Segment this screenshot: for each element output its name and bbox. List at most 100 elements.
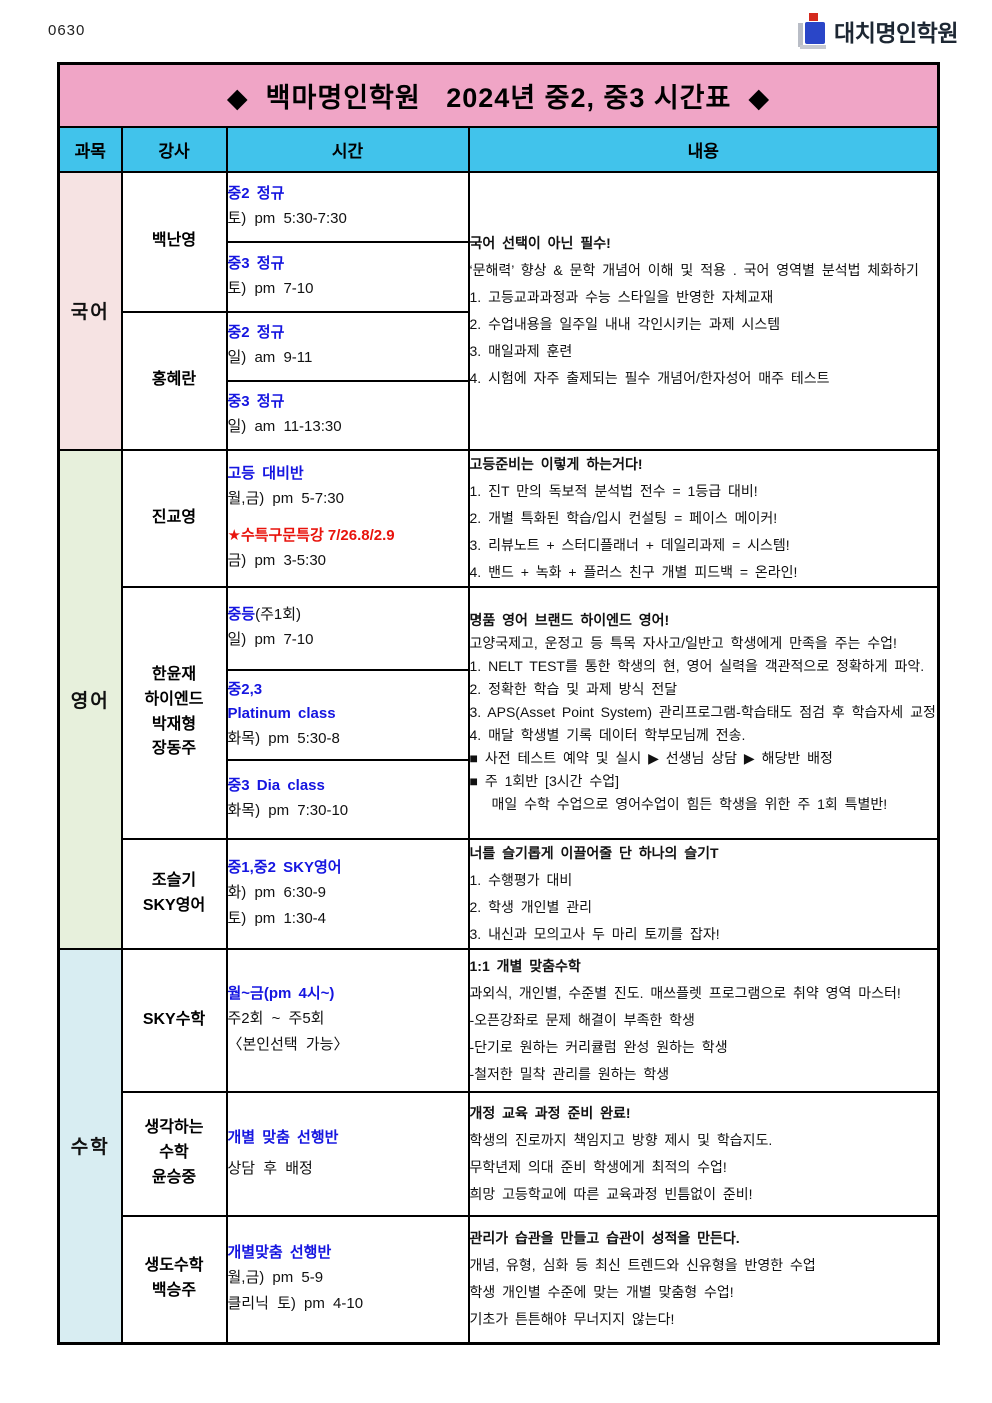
content-line: ■ 주 1회반 [3시간 수업] (469, 773, 620, 789)
col-header-time: 시간 (225, 125, 470, 173)
doc-number: 0630 (48, 22, 86, 39)
content-cell-korean: 국어 선택이 아닌 필수! ‘문해력’ 향상 & 문학 개념어 이해 및 적용 … (467, 170, 940, 451)
content-line: 1. NELT TEST를 통한 학생의 현, 영어 실력을 객관적으로 정확하… (469, 658, 925, 674)
content-line: 4. 밴드 + 녹화 + 플러스 친구 개별 피드백 = 온라인! (469, 563, 798, 580)
time-cell-math-yoon: 개별 맞춤 선행반 상담 후 배정 (225, 1090, 470, 1217)
table-row: 생도수학 백승주 개별맞춤 선행반 월,금) pm 5-9 클리닉 토) pm … (59, 1214, 940, 1345)
content-cell-english-highend: 명품 영어 브랜드 하이엔드 영어! 고양국제고, 운정고 등 특목 자사고/일… (467, 585, 940, 840)
content-headline: 1:1 개별 맞춤수학 (469, 957, 581, 974)
content-line: 1. 고등교과과정과 수능 스타일을 반영한 자체교재 (469, 288, 774, 305)
table-row: 조슬기 SKY영어 중1,중2 SKY영어 화) pm 6:30-9 토) pm… (59, 837, 940, 950)
time-cell-korean-hong-1: 중2 정규 일) am 9-11 (225, 310, 470, 382)
content-line: 희망 고등학교에 따른 교육과정 빈틈없이 준비! (469, 1185, 753, 1202)
table-row: 생각하는 수학 윤승중 개별 맞춤 선행반 상담 후 배정 개정 교육 과정 준… (59, 1090, 940, 1217)
content-line: 학생 개인별 수준에 맞는 개별 맞춤형 수업! (469, 1284, 734, 1301)
class-time: 금) pm 3-5:30 (227, 552, 327, 569)
teacher-cell-jin-gyo-young: 진교영 (120, 448, 228, 588)
content-line: 3. APS(Asset Point System) 관리프로그램-학습태도 점… (469, 704, 936, 720)
class-time: 월,금) pm 5-9 (227, 1269, 324, 1287)
class-time: 화목) pm 5:30-8 (227, 729, 340, 747)
content-headline: 개정 교육 과정 준비 완료! (469, 1104, 631, 1121)
teacher-cell-baek-nan-young: 백난영 (120, 170, 228, 313)
content-line: 2. 정확한 학습 및 과제 방식 전달 (469, 681, 678, 697)
col-header-teacher: 강사 (120, 125, 228, 173)
class-time: 주2회 ~ 주5회 (227, 1010, 325, 1027)
class-time: 월,금) pm 5-7:30 (227, 490, 344, 507)
table-row: 국어 백난영 중2 정규 토) pm 5:30-7:30 국어 선택이 아닌 필… (57, 170, 940, 451)
content-line: ‘문해력’ 향상 & 문학 개념어 이해 및 적용 . 국어 영역별 분석법 체… (469, 261, 919, 278)
content-line: 고양국제고, 운정고 등 특목 자사고/일반고 학생에게 만족을 주는 수업! (469, 635, 897, 651)
content-line: -오픈강좌로 문제 해결이 부족한 학생 (469, 1011, 695, 1028)
content-cell-math-yoon: 개정 교육 과정 준비 완료! 학생의 진로까지 책임지고 방향 제시 및 학습… (467, 1090, 940, 1217)
class-title: 중1,중2 SKY영어 (227, 858, 342, 876)
class-title: 중3 정규 (227, 254, 285, 272)
class-time: 일) am 11-13:30 (227, 418, 342, 435)
teacher-cell-hong-hye-ran: 홍혜란 (120, 310, 228, 451)
content-line: 매일 수학 수업으로 영어수업이 힘든 학생을 위한 주 1회 특별반! (491, 796, 888, 812)
time-cell-english-highend-2: 중2,3 Platinum class 화목) pm 5:30-8 (225, 668, 470, 761)
table-row: 수학 SKY수학 월~금(pm 4시~) 주2회 ~ 주5회 〈본인선택 가능〉… (57, 947, 940, 1345)
class-time: 화목) pm 7:30-10 (227, 802, 349, 819)
table-row: 영어 진교영 고등 대비반 월,금) pm 5-7:30 ★수특구문특강 7/2… (57, 448, 940, 950)
academy-logo-icon (798, 13, 828, 49)
content-headline: 국어 선택이 아닌 필수! (469, 234, 611, 251)
class-time: 화) pm 6:30-9 (227, 883, 327, 901)
content-line: 2. 수업내용을 일주일 내내 각인시키는 과제 시스템 (469, 315, 781, 332)
class-time: 클리닉 토) pm 4-10 (227, 1295, 364, 1313)
table-row: 중3 정규 일) am 11-13:30 (59, 379, 939, 451)
teacher-cell-jo-seul-gi: 조슬기 SKY영어 (120, 837, 228, 950)
teacher-cell-sky-math: SKY수학 (120, 947, 228, 1093)
content-cell-math-sky: 1:1 개별 맞춤수학 과외식, 개인별, 수준별 진도. 매쓰플렛 프로그램으… (467, 947, 940, 1093)
content-line: ■ 사전 테스트 예약 및 실시 ▶ 선생님 상담 ▶ 해당반 배정 (469, 750, 833, 766)
content-headline: 명품 영어 브랜드 하이엔드 영어! (469, 612, 670, 628)
time-cell-english-highend-3: 중3 Dia class 화목) pm 7:30-10 (225, 758, 470, 840)
content-line: 2. 개별 특화된 학습/입시 컨설팅 = 페이스 메이커! (469, 509, 778, 526)
page-title: ◆ 백마명인학원 2024년 중2, 중3 시간표 ◆ (57, 62, 940, 128)
content-line: 3. 내신과 모의고사 두 마리 토끼를 잡자! (469, 925, 720, 942)
class-title: 개별 맞춤 선행반 (227, 1128, 339, 1146)
class-time: 토) pm 5:30-7:30 (227, 209, 347, 227)
content-line: 과외식, 개인별, 수준별 진도. 매쓰플렛 프로그램으로 취약 영역 마스터! (469, 984, 901, 1001)
content-line: 4. 매달 학생별 기록 데이터 학부모님께 전송. (469, 727, 746, 743)
class-title: Platinum class (227, 704, 336, 722)
time-cell-korean-hong-2: 중3 정규 일) am 11-13:30 (225, 379, 470, 451)
content-headline: 관리가 습관을 만들고 습관이 성적을 만든다. (469, 1230, 740, 1247)
class-time: 일) am 9-11 (227, 349, 313, 366)
class-title: 개별맞춤 선행반 (227, 1244, 332, 1262)
table-row: 중3 Dia class 화목) pm 7:30-10 (59, 758, 939, 840)
subject-cell-english: 영어 (57, 448, 123, 950)
content-line: -단기로 원하는 커리큘럼 완성 원하는 학생 (469, 1038, 728, 1055)
class-time: 일) pm 7-10 (227, 631, 314, 648)
content-headline: 고등준비는 이렇게 하는거다! (469, 455, 643, 472)
time-cell-english-jo: 중1,중2 SKY영어 화) pm 6:30-9 토) pm 1:30-4 (225, 837, 470, 950)
class-title: 중등 (227, 606, 256, 623)
time-cell-math-baekseung: 개별맞춤 선행반 월,금) pm 5-9 클리닉 토) pm 4-10 (225, 1214, 470, 1345)
content-line: 1. 수행평가 대비 (469, 871, 573, 888)
class-title: 중3 정규 (227, 393, 285, 410)
table-row: 홍혜란 중2 정규 일) am 9-11 (59, 310, 939, 451)
content-line: 개념, 유형, 심화 등 최신 트렌드와 신유형을 반영한 수업 (469, 1257, 816, 1274)
content-cell-english-jo: 너를 슬기롭게 이끌어줄 단 하나의 슬기T 1. 수행평가 대비 2. 학생 … (467, 837, 940, 950)
class-title: 중2 정규 (227, 324, 285, 341)
class-title: 월~금(pm 4시~) (227, 985, 335, 1002)
time-cell-english-highend-1: 중등(주1회) 일) pm 7-10 (225, 585, 470, 671)
teacher-cell-yoon-seung-jung: 생각하는 수학 윤승중 (120, 1090, 228, 1217)
content-cell-math-baekseung: 관리가 습관을 만들고 습관이 성적을 만든다. 개념, 유형, 심화 등 최신… (467, 1214, 940, 1345)
special-class-title: ★수특구문특강 7/26.8/2.9 (227, 527, 395, 544)
class-title: 고등 대비반 (227, 465, 304, 482)
content-line: 무학년제 의대 준비 학생에게 최적의 수업! (469, 1158, 727, 1175)
table-row: 한윤재 하이엔드 박재형 장동주 중등(주1회) 일) pm 7-10 명품 영… (59, 585, 940, 840)
content-line: 4. 시험에 자주 출제되는 필수 개념어/한자성어 매주 테스트 (469, 369, 830, 386)
table-row: 중2,3 Platinum class 화목) pm 5:30-8 (59, 668, 939, 761)
time-cell-korean-baek-2: 중3 정규 토) pm 7-10 (225, 240, 470, 313)
time-cell-korean-baek-1: 중2 정규 토) pm 5:30-7:30 (225, 170, 470, 243)
timetable: ◆ 백마명인학원 2024년 중2, 중3 시간표 ◆ 과목 강사 시간 내용 … (57, 62, 941, 1345)
teacher-cell-baek-seung-ju: 생도수학 백승주 (120, 1214, 228, 1345)
content-line: 학생의 진로까지 책임지고 방향 제시 및 학습지도. (469, 1131, 773, 1148)
content-headline: 너를 슬기롭게 이끌어줄 단 하나의 슬기T (469, 844, 719, 861)
subject-cell-korean: 국어 (57, 170, 123, 451)
class-time: 상담 후 배정 (227, 1159, 313, 1177)
academy-logo-text: 대치명인학원 (834, 20, 958, 46)
class-time: 토) pm 7-10 (227, 279, 314, 297)
class-time: 토) pm 1:30-4 (227, 909, 327, 927)
